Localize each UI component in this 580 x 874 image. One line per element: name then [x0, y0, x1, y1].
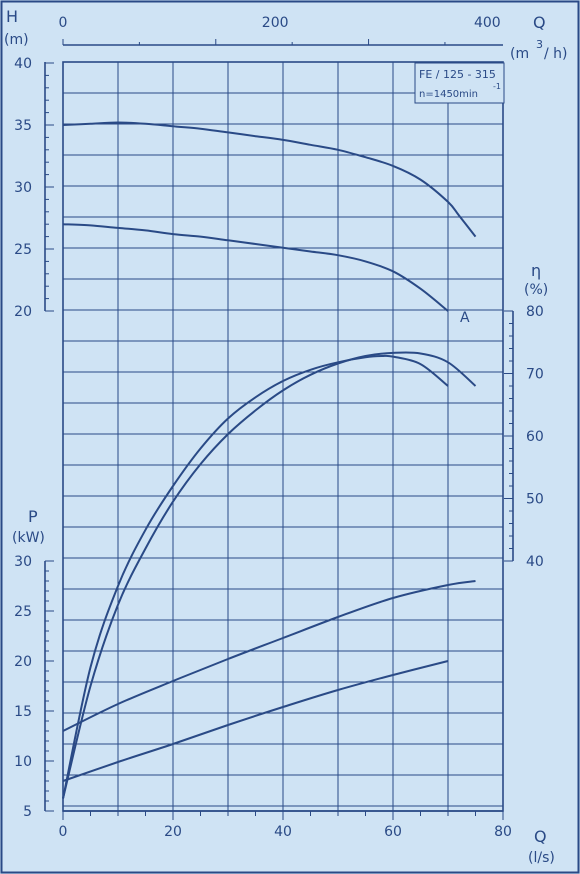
eta-tick-label: 60	[526, 429, 544, 445]
p-tick-label: 20	[14, 654, 32, 670]
q-bottom-symbol: Q	[534, 827, 547, 846]
pump-model-label: FE / 125 - 315	[419, 68, 496, 81]
h-tick-label: 30	[14, 180, 32, 196]
p-tick-label: 5	[23, 804, 32, 820]
head-curve	[62, 121, 477, 238]
q-bottom-tick-label: 80	[494, 824, 512, 840]
p-tick-label: 10	[14, 754, 32, 770]
power-curve	[62, 580, 476, 732]
eta-axis-unit: (%)	[524, 282, 548, 298]
q-top-tick-label: 200	[262, 15, 289, 31]
axes: 0 20 40 60 80 0 200 400 20 25 30 35 40 40 50 60 70 80 5 10 1…	[14, 15, 544, 840]
q-top-symbol: Q	[533, 13, 546, 32]
q-top-unit: (m	[510, 46, 529, 62]
q-top-unit-sup: 3	[536, 38, 543, 51]
pump-speed-exponent: -1	[493, 82, 501, 91]
power-curve	[62, 660, 449, 782]
q-bottom-tick-label: 40	[274, 824, 292, 840]
q-top-unit-tail: / h)	[544, 46, 568, 62]
q-bottom-tick-label: 20	[164, 824, 182, 840]
h-axis-unit: (m)	[4, 32, 29, 48]
p-axis-symbol: P	[28, 507, 38, 526]
eta-tick-label: 80	[526, 304, 544, 320]
eta-tick-label: 40	[526, 554, 544, 570]
h-tick-label: 25	[14, 242, 32, 258]
pump-speed-label: n=1450min	[419, 89, 478, 100]
eta-axis-symbol: η	[531, 261, 541, 280]
eta-curve	[62, 351, 477, 799]
curve-label-a: A	[460, 310, 470, 326]
p-tick-label: 15	[14, 704, 32, 720]
curves	[62, 121, 477, 799]
eta-tick-label: 50	[526, 492, 544, 508]
h-tick-label: 35	[14, 118, 32, 134]
head-curve	[62, 223, 449, 312]
q-top-tick-label: 400	[474, 15, 501, 31]
h-tick-label: 40	[14, 56, 32, 72]
h-tick-label: 20	[14, 304, 32, 320]
q-top-tick-label: 0	[59, 15, 68, 31]
p-tick-label: 30	[14, 554, 32, 570]
p-tick-label: 25	[14, 604, 32, 620]
h-axis-symbol: H	[6, 7, 18, 26]
q-bottom-unit: (l/s)	[528, 850, 555, 866]
eta-tick-label: 70	[526, 367, 544, 383]
q-bottom-tick-label: 0	[59, 824, 68, 840]
eta-curve	[62, 354, 449, 799]
p-axis-unit: (kW)	[12, 530, 45, 546]
info-box: FE / 125 - 315 n=1450min -1	[414, 62, 505, 104]
q-bottom-tick-label: 60	[384, 824, 402, 840]
